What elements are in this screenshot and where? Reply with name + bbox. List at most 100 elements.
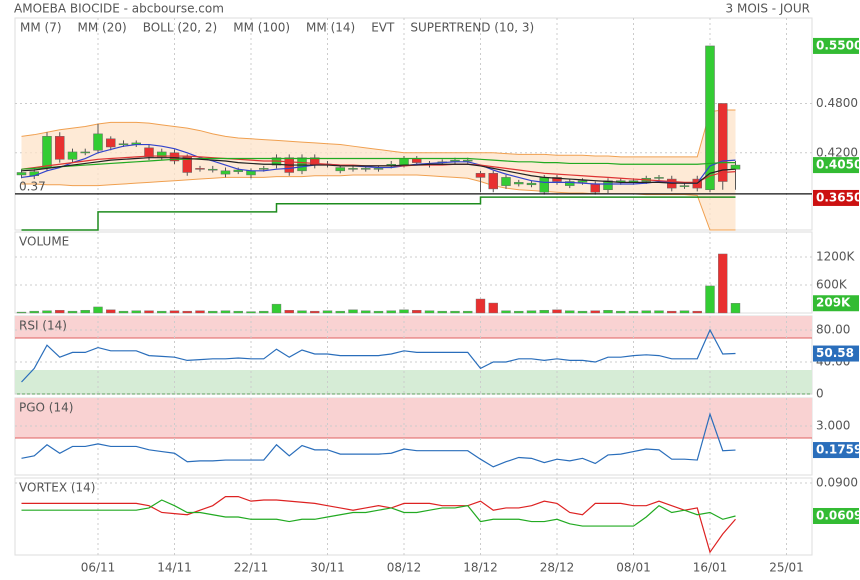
y-tick-label: 0.4200 <box>816 145 858 159</box>
value-marker-label: 0.5500 <box>816 38 860 52</box>
volume-bar <box>157 310 167 314</box>
legend-entry[interactable]: EVT <box>371 21 395 35</box>
candle-body <box>297 157 307 172</box>
value-marker <box>813 157 859 174</box>
candle-body <box>361 168 371 170</box>
candle-body <box>654 177 664 179</box>
volume-bar <box>182 310 192 314</box>
value-marker-label: 0.0609 <box>816 508 860 522</box>
candle-body <box>335 167 345 172</box>
zone <box>15 316 812 338</box>
candle-body <box>450 159 460 162</box>
candle-body <box>157 151 167 158</box>
legend-entry[interactable]: BOLL (20, 2) <box>143 21 218 35</box>
volume-bar <box>284 309 294 314</box>
candle-body <box>220 170 231 175</box>
candle-body <box>42 136 52 168</box>
moving-average <box>21 157 736 170</box>
legend-entry[interactable]: MM (7) <box>20 21 62 35</box>
volume-bar <box>475 298 486 314</box>
volume-bar <box>641 310 651 314</box>
candle-body <box>93 133 103 151</box>
candle-body <box>195 168 205 170</box>
volume-bar <box>692 310 702 314</box>
candle-body <box>373 168 384 170</box>
volume-bar <box>348 309 358 314</box>
candle-body <box>16 172 27 176</box>
x-tick-label: 08/12 <box>387 561 422 575</box>
volume-bar <box>718 253 728 314</box>
volume-bar <box>42 310 52 314</box>
candle-body <box>718 103 728 182</box>
volume-bar <box>667 310 677 314</box>
candle-body <box>412 158 422 163</box>
period[interactable]: 3 MOIS - JOUR <box>726 2 810 16</box>
volume-bar <box>373 310 384 314</box>
volume-bar <box>16 311 27 314</box>
indicator-line <box>21 412 736 468</box>
volume-bar <box>539 309 549 314</box>
panel-title: VOLUME <box>19 235 69 249</box>
candle-body <box>182 156 192 173</box>
volume-bar <box>616 310 626 314</box>
zone <box>15 370 812 394</box>
y-tick-label: 0.0900 <box>816 475 858 489</box>
indicator-line <box>21 328 736 383</box>
value-marker <box>813 507 859 524</box>
value-marker <box>813 442 859 459</box>
volume-bar <box>679 310 690 314</box>
volume-bar <box>730 303 741 314</box>
volume-bar <box>590 310 600 314</box>
legend-entry[interactable]: MM (20) <box>78 21 127 35</box>
candle-body <box>552 177 562 182</box>
volume-bar <box>386 310 396 314</box>
value-marker <box>813 345 859 362</box>
candle-body <box>603 180 613 190</box>
candle-body <box>577 180 588 183</box>
volume-bar <box>424 310 435 314</box>
volume-bar <box>399 309 409 314</box>
moving-average <box>21 196 736 231</box>
volume-bar <box>271 303 282 314</box>
x-tick-label: 25/01 <box>769 561 804 575</box>
volume-bar <box>131 310 141 314</box>
volume-bar <box>106 309 116 314</box>
volume-bar <box>577 310 588 314</box>
candle-body <box>259 168 269 170</box>
x-tick-label: 16/01 <box>693 561 728 575</box>
y-tick-label: 1200K <box>816 249 856 263</box>
candle-body <box>730 164 741 170</box>
x-tick-label: 18/12 <box>463 561 498 575</box>
volume-bar <box>169 310 180 314</box>
candle-body <box>539 177 549 193</box>
candle-body <box>233 169 243 172</box>
candle-body <box>501 177 511 186</box>
volume-bar <box>259 310 269 314</box>
x-tick-label: 30/11 <box>310 561 345 575</box>
volume-bar <box>55 309 65 314</box>
legend-entry[interactable]: MM (14) <box>306 21 355 35</box>
candle-body <box>475 173 486 178</box>
panel <box>14 231 813 314</box>
volume-bar <box>220 310 231 314</box>
candle-body <box>169 152 180 162</box>
candle-body <box>80 151 90 154</box>
y-tick-label: 3.000 <box>816 419 850 433</box>
volume-bar <box>361 310 371 314</box>
chart-title: AMOEBA BIOCIDE - abcbourse.com <box>14 2 224 16</box>
legend-entry[interactable]: SUPERTREND (10, 3) <box>410 21 534 35</box>
volume-bar <box>208 310 218 314</box>
volume-bar <box>628 310 639 314</box>
volume-bar <box>437 310 447 314</box>
volume-bar <box>514 310 524 314</box>
volume-bar <box>195 310 205 314</box>
legend-entry[interactable]: MM (100) <box>233 21 290 35</box>
value-marker <box>813 295 859 312</box>
volume-bar <box>144 310 154 314</box>
candle-body <box>118 143 129 145</box>
volume-bar <box>412 309 422 314</box>
volume-bar <box>80 309 90 314</box>
volume-bar <box>450 310 460 314</box>
volume-bar <box>233 310 243 314</box>
indicator-line <box>21 499 736 527</box>
